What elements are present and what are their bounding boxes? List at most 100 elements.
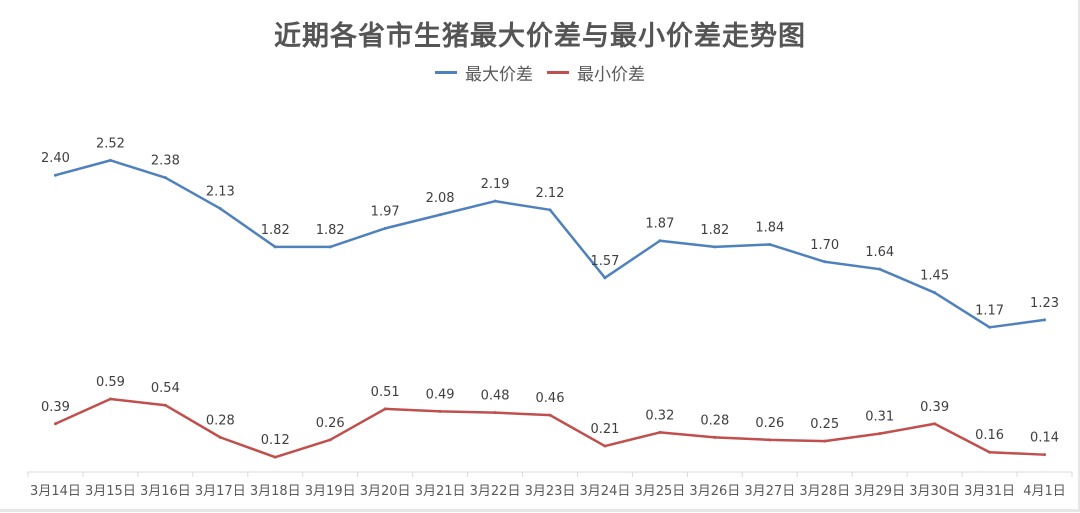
data-label: 1.45 — [920, 269, 949, 284]
legend-swatch-min — [547, 71, 569, 74]
data-point — [273, 455, 277, 459]
data-label: 2.40 — [41, 151, 70, 166]
x-tick-label: 3月19日 — [305, 484, 356, 499]
data-point — [823, 260, 827, 264]
x-tick-label: 3月30日 — [909, 484, 960, 499]
data-label: 0.31 — [865, 410, 894, 425]
data-label: 0.46 — [536, 391, 565, 406]
data-point — [658, 430, 662, 434]
data-label: 1.87 — [645, 217, 674, 232]
data-label: 0.25 — [810, 417, 839, 432]
data-point — [53, 173, 57, 177]
data-point — [493, 411, 497, 415]
data-point — [218, 435, 222, 439]
data-label: 0.54 — [151, 381, 180, 396]
data-point — [163, 176, 167, 180]
data-label: 2.08 — [426, 191, 455, 206]
data-point — [1043, 453, 1047, 457]
data-point — [438, 213, 442, 217]
data-point — [933, 422, 937, 426]
data-point — [603, 444, 607, 448]
data-point — [933, 291, 937, 295]
data-point — [328, 438, 332, 442]
data-label: 0.51 — [371, 385, 400, 400]
data-label: 0.14 — [1030, 431, 1059, 446]
data-point — [768, 438, 772, 442]
data-label: 0.48 — [481, 389, 510, 404]
legend-item-max: 最大价差 — [435, 60, 533, 85]
data-point — [218, 207, 222, 211]
x-tick-label: 4月1日 — [1023, 484, 1066, 499]
data-label: 1.57 — [590, 254, 619, 269]
data-label: 0.26 — [316, 416, 345, 431]
x-tick-label: 3月24日 — [580, 484, 631, 499]
legend-item-min: 最小价差 — [547, 60, 645, 85]
data-label: 1.97 — [371, 204, 400, 219]
data-point — [713, 435, 717, 439]
data-point — [438, 409, 442, 413]
data-point — [988, 450, 992, 454]
data-point — [163, 403, 167, 407]
legend-swatch-max — [435, 71, 457, 74]
legend-label-max: 最大价差 — [465, 65, 533, 85]
data-point — [878, 432, 882, 436]
data-label: 0.21 — [590, 422, 619, 437]
data-label: 0.49 — [426, 387, 455, 402]
x-tick-label: 3月15日 — [85, 484, 136, 499]
data-label: 1.17 — [975, 303, 1004, 318]
x-tick-label: 3月26日 — [689, 484, 740, 499]
data-label: 0.12 — [261, 433, 290, 448]
data-label: 0.39 — [920, 400, 949, 415]
data-label: 0.28 — [206, 413, 235, 428]
data-point — [53, 422, 57, 426]
legend-label-min: 最小价差 — [577, 65, 645, 85]
data-point — [273, 245, 277, 249]
data-label: 1.23 — [1030, 296, 1059, 311]
data-point — [988, 325, 992, 329]
data-point — [603, 276, 607, 280]
data-label: 2.52 — [96, 136, 125, 151]
data-label: 1.82 — [261, 223, 290, 238]
data-label: 2.13 — [206, 185, 235, 200]
data-point — [768, 242, 772, 246]
data-point — [383, 407, 387, 411]
x-tick-label: 3月18日 — [250, 484, 301, 499]
data-point — [493, 199, 497, 203]
data-point — [713, 245, 717, 249]
legend: 最大价差 最小价差 — [0, 60, 1080, 85]
data-label: 2.19 — [481, 177, 510, 192]
data-label: 1.84 — [755, 220, 784, 235]
data-label: 1.64 — [865, 245, 894, 260]
data-point — [328, 245, 332, 249]
x-tick-label: 3月20日 — [360, 484, 411, 499]
data-label: 0.39 — [41, 400, 70, 415]
data-label: 0.28 — [700, 413, 729, 428]
x-tick-label: 3月31日 — [964, 484, 1015, 499]
x-tick-label: 3月27日 — [744, 484, 795, 499]
x-tick-label: 3月16日 — [140, 484, 191, 499]
data-label: 1.70 — [810, 238, 839, 253]
data-label: 2.12 — [536, 186, 565, 201]
x-tick-label: 3月21日 — [415, 484, 466, 499]
x-tick-label: 3月22日 — [470, 484, 521, 499]
data-point — [823, 439, 827, 443]
data-label: 0.16 — [975, 428, 1004, 443]
x-tick-label: 3月17日 — [195, 484, 246, 499]
data-point — [383, 226, 387, 230]
x-tick-label: 3月29日 — [854, 484, 905, 499]
x-tick-label: 3月28日 — [799, 484, 850, 499]
chart-title: 近期各省市生猪最大价差与最小价差走势图 — [274, 21, 806, 52]
data-label: 2.38 — [151, 154, 180, 169]
data-point — [108, 397, 112, 401]
data-label: 1.82 — [700, 223, 729, 238]
data-point — [1043, 318, 1047, 322]
data-point — [548, 208, 552, 212]
data-label: 0.32 — [645, 408, 674, 423]
data-label: 1.82 — [316, 223, 345, 238]
x-tick-label: 3月23日 — [525, 484, 576, 499]
data-point — [878, 267, 882, 271]
data-point — [658, 239, 662, 243]
x-tick-label: 3月14日 — [30, 484, 81, 499]
